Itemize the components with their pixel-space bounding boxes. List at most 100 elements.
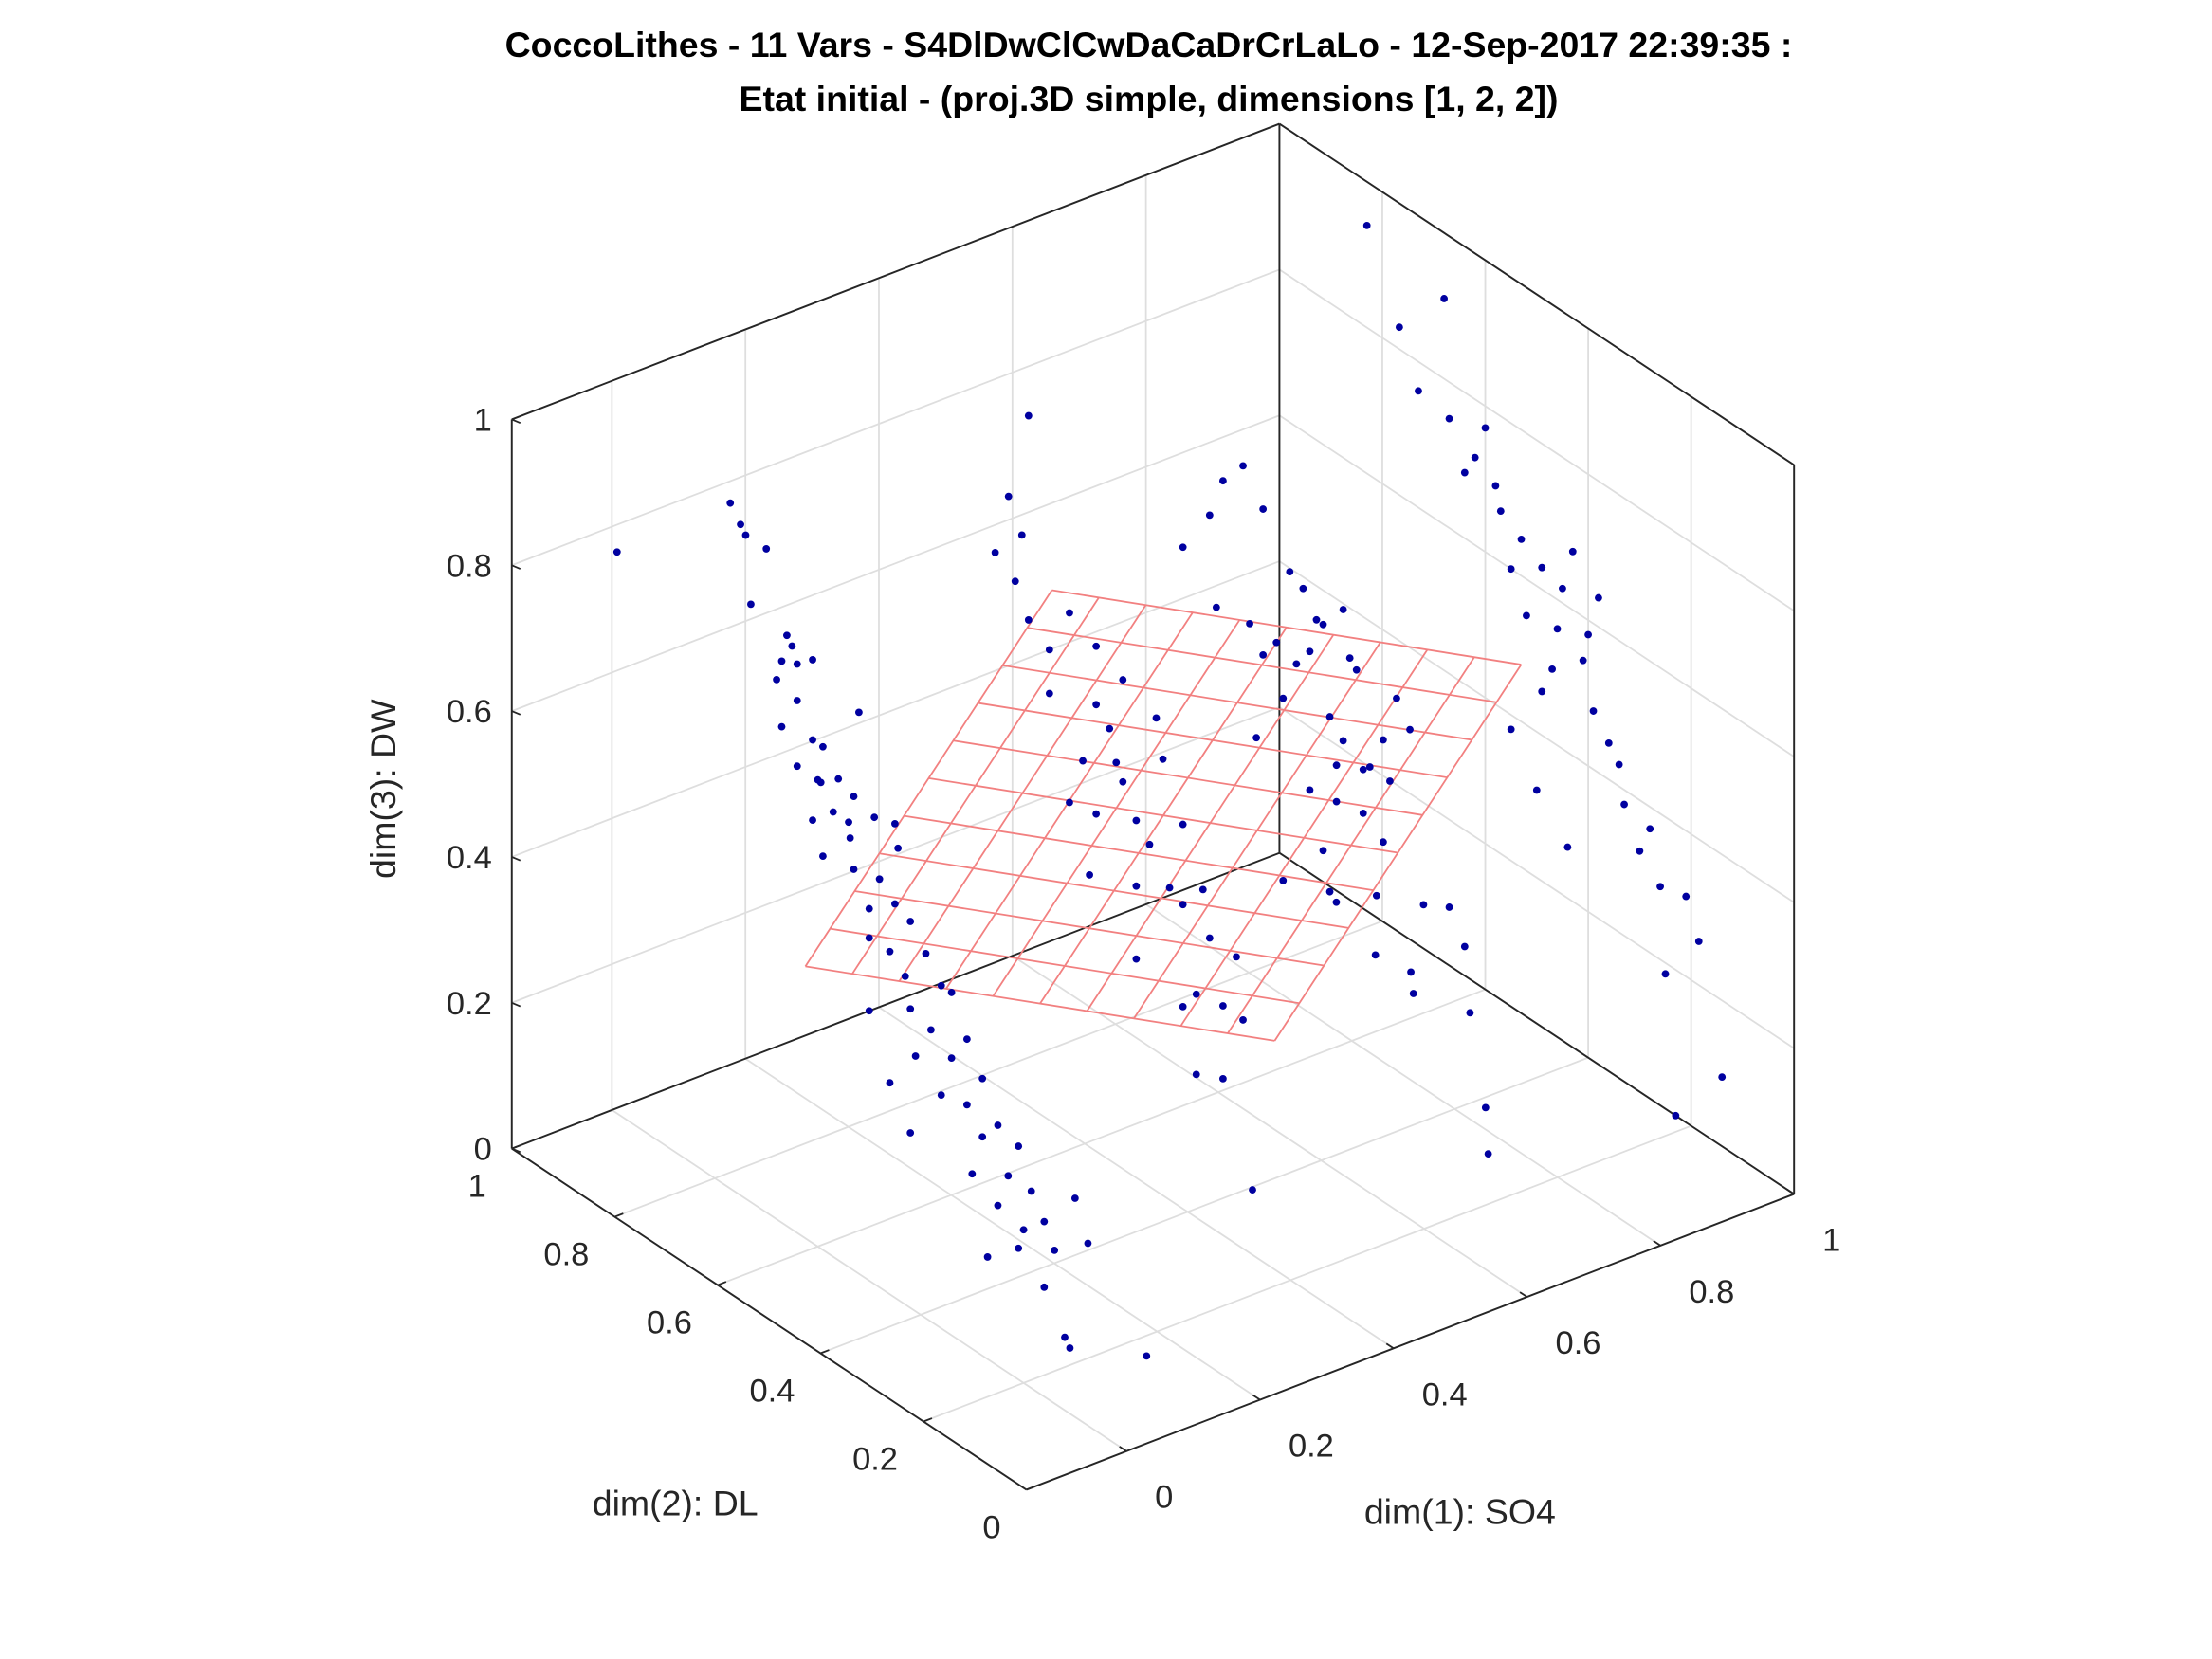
data-point (1440, 295, 1449, 302)
data-point (1165, 884, 1174, 892)
grid-line-floor-x (611, 1109, 1127, 1452)
data-point (1694, 938, 1703, 945)
data-point (1051, 1246, 1059, 1254)
data-point (937, 981, 945, 990)
data-point (1409, 990, 1417, 997)
data-point (894, 844, 903, 852)
grid-line-side-wall-z (1278, 414, 1795, 757)
data-point (906, 1005, 915, 1013)
z-tick-mark (511, 564, 521, 570)
data-point (890, 819, 899, 828)
data-point (1205, 511, 1214, 520)
data-point (1112, 758, 1121, 767)
data-point (793, 762, 801, 771)
data-point (962, 1035, 971, 1044)
data-point (1299, 584, 1307, 592)
data-point (1015, 1244, 1023, 1252)
data-point (1568, 547, 1577, 556)
grid-line-side-wall-z (1278, 560, 1795, 903)
plane-grid-line (1027, 627, 1497, 703)
data-point (773, 675, 780, 684)
data-point (1419, 901, 1428, 909)
data-point (1507, 565, 1515, 574)
data-point (777, 657, 786, 665)
data-point (1119, 777, 1127, 786)
y-tick-label: 0.2 (852, 1441, 898, 1477)
x-tick-mark (1252, 1394, 1261, 1401)
grid-line-back-wall-z (511, 268, 1280, 567)
data-point (1004, 492, 1013, 501)
data-point (1159, 755, 1167, 763)
plane-grid-line (1179, 648, 1429, 1027)
data-point (1445, 903, 1453, 911)
plane-grid-line (804, 590, 1053, 967)
data-point (1179, 543, 1187, 552)
z-tick-label: 0.8 (447, 548, 492, 584)
data-point (1538, 563, 1546, 572)
grid-line-back-wall-z (511, 706, 1280, 1004)
data-point (612, 548, 621, 556)
data-point (1371, 951, 1380, 959)
data-point (890, 900, 899, 908)
data-point (1491, 482, 1500, 490)
z-tick-mark (511, 418, 521, 425)
plane-grid-line (1086, 634, 1335, 1012)
data-points (612, 221, 1727, 1360)
fitted-plane (804, 589, 1523, 1042)
y-axis-label: dim(2): DL (593, 1483, 759, 1522)
y-tick-mark (717, 1281, 727, 1286)
data-point (1219, 477, 1227, 485)
data-point (1024, 616, 1033, 624)
data-point (1589, 707, 1598, 715)
z-tick-mark (511, 710, 521, 716)
data-point (962, 1101, 971, 1109)
tick-labels: 0 0 0 0.2 0.2 0.2 0.4 0.4 0.4 0.6 0.6 0.6 0.8 0.8 0.8 1… (447, 402, 1840, 1545)
data-point (855, 708, 863, 717)
x-tick-label: 0.4 (1422, 1376, 1468, 1413)
grid-line-floor-y (820, 1056, 1589, 1355)
data-point (1239, 1016, 1247, 1024)
data-point (870, 813, 879, 822)
x-tick-label: 0.8 (1689, 1274, 1734, 1310)
data-point (1319, 847, 1327, 855)
data-point (1656, 883, 1664, 891)
data-point (911, 1052, 920, 1060)
data-point (1481, 1103, 1490, 1112)
data-point (1092, 810, 1101, 818)
data-point (850, 793, 858, 800)
data-point (1292, 660, 1301, 668)
axes-box (510, 122, 1796, 1491)
data-point (1045, 646, 1053, 654)
data-point (1152, 714, 1161, 722)
z-tick-label: 0.2 (447, 986, 492, 1022)
data-point (846, 834, 854, 842)
x-tick-mark (1519, 1291, 1528, 1298)
data-point (906, 918, 915, 925)
data-point (1239, 462, 1247, 470)
x-tick-mark (1119, 1446, 1127, 1452)
data-point (1249, 1186, 1256, 1194)
data-point (850, 866, 858, 873)
data-point (1246, 619, 1253, 628)
data-point (1086, 871, 1093, 879)
data-point (1672, 1111, 1680, 1120)
y-tick-mark (511, 1144, 521, 1150)
z-tick-mark (511, 1001, 521, 1008)
y-tick-mark (820, 1349, 830, 1355)
data-point (1325, 887, 1334, 896)
data-point (994, 1121, 1002, 1129)
x-tick-mark (1653, 1240, 1661, 1247)
data-point (1365, 763, 1374, 771)
data-point (726, 499, 735, 507)
data-point (865, 1007, 873, 1015)
data-point (991, 548, 999, 556)
data-point (1466, 1009, 1474, 1017)
data-point (1106, 724, 1114, 733)
axes-box-edge (1026, 1193, 1795, 1491)
data-point (1259, 650, 1268, 659)
data-point (1132, 816, 1141, 825)
grid-lines (511, 174, 1795, 1452)
data-point (1145, 840, 1154, 848)
data-point (816, 778, 825, 787)
